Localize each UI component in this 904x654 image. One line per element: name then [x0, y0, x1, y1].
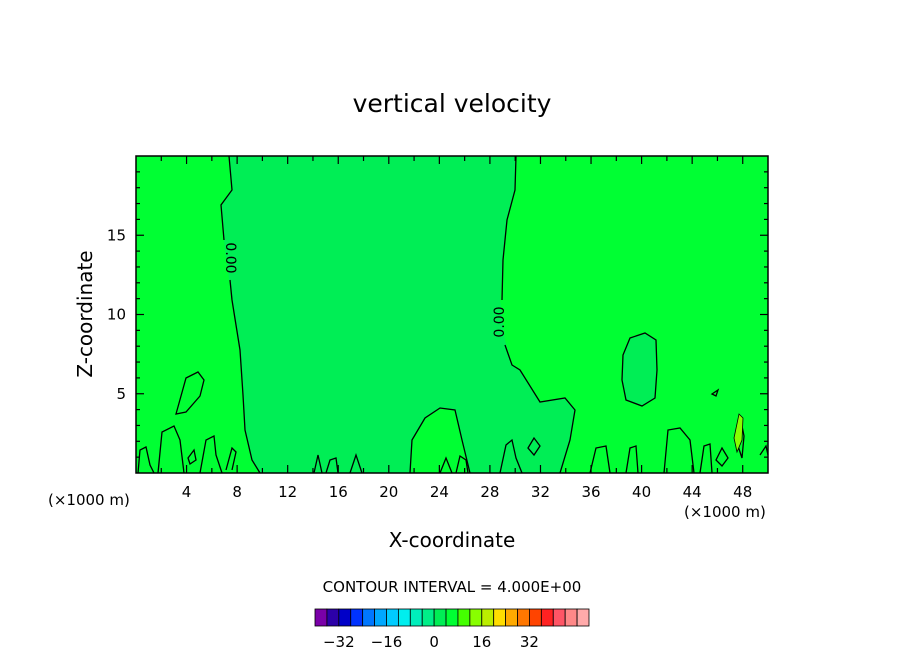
colorbar-swatch	[326, 608, 340, 627]
colorbar-swatch	[374, 608, 387, 627]
x-tick-label: 44	[683, 483, 702, 501]
contour-label-left: 0.00	[222, 242, 238, 273]
colorbar-swatch	[397, 608, 411, 627]
zero-contour-small-left	[175, 371, 205, 415]
colorbar-swatch	[493, 608, 507, 627]
x-tick-label: 12	[278, 483, 297, 501]
colorbar-swatch	[505, 608, 518, 627]
colorbar-tick-label: −32	[323, 633, 355, 651]
colorbar-swatch	[350, 608, 364, 627]
x-tick-label: 16	[329, 483, 348, 501]
colorbar	[314, 608, 590, 627]
x-tick-label: 8	[232, 483, 242, 501]
x-unit-label-left: (×1000 m)	[48, 491, 130, 509]
x-axis-ticks: 4 8 12 16 20 24 28 32 36 40 44 48	[160, 156, 752, 501]
colorbar-swatch	[517, 608, 530, 627]
negative-velocity-region	[221, 156, 575, 473]
negative-velocity-blob	[621, 332, 658, 407]
colorbar-tick-label: 32	[520, 633, 539, 651]
colorbar-swatch	[362, 608, 375, 627]
x-tick-label: 4	[182, 483, 192, 501]
colorbar-swatch	[386, 608, 399, 627]
colorbar-swatch	[469, 608, 483, 627]
zero-contours	[137, 155, 769, 474]
x-tick-label: 48	[733, 483, 752, 501]
y-tick-label: 5	[116, 385, 126, 403]
colorbar-swatch	[552, 608, 566, 627]
contour-label-right: 0.00	[492, 306, 508, 337]
y-axis-title: Z-coordinate	[73, 250, 97, 377]
colorbar-swatch	[338, 608, 352, 627]
y-tick-label: 10	[107, 306, 126, 324]
zero-contour-bump	[409, 407, 471, 474]
colorbar-swatch	[457, 608, 471, 627]
colorbar-swatch	[433, 608, 447, 627]
x-tick-label: 20	[379, 483, 398, 501]
x-tick-label: 24	[430, 483, 449, 501]
colorbar-swatch	[445, 608, 459, 627]
colorbar-swatch	[529, 608, 542, 627]
zero-contour-right	[501, 155, 576, 474]
colorbar-swatch	[421, 608, 435, 627]
colorbar-swatch	[540, 608, 554, 627]
colorbar-tick-label: 16	[472, 633, 491, 651]
colorbar-tick-label: 0	[429, 633, 439, 651]
colorbar-swatch	[576, 608, 590, 627]
zero-contour-left	[220, 155, 261, 474]
colorbar-swatch	[409, 608, 423, 627]
colorbar-swatch	[314, 608, 328, 627]
x-axis-title: X-coordinate	[389, 528, 516, 552]
x-tick-label: 36	[581, 483, 600, 501]
y-tick-label: 15	[107, 226, 126, 244]
x-tick-label: 32	[531, 483, 550, 501]
x-tick-label: 28	[480, 483, 499, 501]
surface-contours	[137, 388, 769, 474]
colorbar-swatch	[481, 608, 495, 627]
colorbar-swatch	[564, 608, 578, 627]
y-axis-ticks: 5 10 15	[107, 171, 768, 458]
colorbar-tick-label: −16	[371, 633, 403, 651]
chart-title: vertical velocity	[353, 89, 552, 118]
contour-interval-label: CONTOUR INTERVAL = 4.000E+00	[323, 578, 582, 596]
colorbar-tick-labels: −32 −16 0 16 32	[323, 633, 539, 651]
x-tick-label: 40	[632, 483, 651, 501]
x-unit-label-right: (×1000 m)	[684, 503, 766, 521]
positive-velocity-patch	[733, 413, 744, 454]
